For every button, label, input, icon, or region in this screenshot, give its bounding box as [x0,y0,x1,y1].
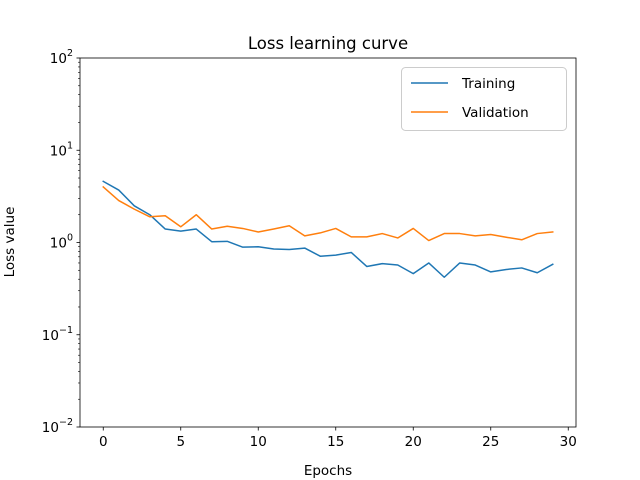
legend: Training Validation [401,67,567,131]
x-axis-label: Epochs [304,463,352,479]
y-tick-exponent: 1 [67,140,73,151]
x-tick-label: 10 [250,434,267,450]
y-tick-base: 10 [50,236,67,252]
y-tick-exponent: 2 [67,48,73,59]
chart-title: Loss learning curve [248,34,408,53]
y-tick-label: 102 [50,48,73,67]
series-layer [102,180,554,279]
legend-label-validation: Validation [462,105,529,121]
y-tick-exponent: −1 [59,325,73,336]
x-tick-label: 20 [405,434,422,450]
y-tick-base: 10 [50,143,67,159]
x-tick-label: 0 [99,434,108,450]
y-tick-label: 10−1 [42,325,73,344]
y-tick-exponent: −2 [59,417,73,428]
x-tick-label: 25 [482,434,499,450]
x-tick-label: 30 [560,434,577,450]
x-axis-ticks: 0 5 10 15 20 25 30 [99,427,577,450]
y-tick-base: 10 [42,420,59,436]
plot-frame [79,57,577,428]
x-tick-label: 15 [327,434,344,450]
y-tick-exponent: 0 [67,233,73,244]
series-line-validation [102,185,554,242]
y-tick-base: 10 [42,328,59,344]
legend-label-training: Training [461,76,515,92]
y-tick-base: 10 [50,51,67,67]
y-tick-label: 100 [50,233,73,252]
y-tick-label: 101 [50,140,73,159]
series-line-training [102,180,554,279]
y-axis-label: Loss value [2,207,18,278]
y-tick-label: 10−2 [42,417,73,436]
x-tick-label: 5 [176,434,185,450]
